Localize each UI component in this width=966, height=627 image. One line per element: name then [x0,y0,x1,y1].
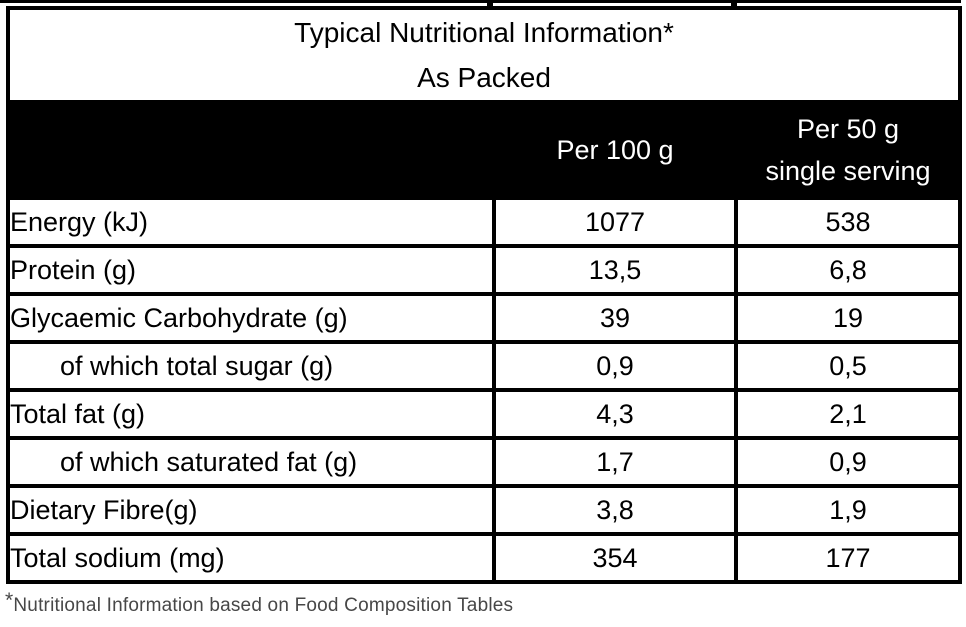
row-value-per-50g: 1,9 [733,484,963,536]
row-value-per-50g: 2,1 [733,388,963,440]
row-value-per-100g: 354 [492,532,738,584]
crop-artifact-tick [731,0,737,8]
row-value-per-100g: 13,5 [492,244,738,296]
row-label: of which saturated fat (g) [6,436,496,488]
row-label: Glycaemic Carbohydrate (g) [6,292,496,344]
row-label: Total sodium (mg) [6,532,496,584]
row-value-per-100g: 4,3 [492,388,738,440]
row-value-per-100g: 1077 [492,196,738,248]
row-label: Total fat (g) [6,388,496,440]
table-body: Energy (kJ) 1077 538 Protein (g) 13,5 6,8 Glyc… [6,196,963,584]
nutrition-table: Typical Nutritional Information* As Pack… [5,6,963,584]
row-value-per-50g: 177 [733,532,963,584]
table-row: Protein (g) 13,5 6,8 [6,244,963,296]
table-row: of which saturated fat (g) 1,7 0,9 [6,436,963,488]
row-label: Protein (g) [6,244,496,296]
table-title: Typical Nutritional Information* [294,17,674,48]
crop-artifact-tick [487,0,493,8]
table-row: Dietary Fibre(g) 3,8 1,9 [6,484,963,536]
table-title-cell: Typical Nutritional Information* As Pack… [5,6,963,104]
footnote-asterisk: * [5,589,14,612]
row-value-per-50g: 6,8 [733,244,963,296]
per-100g-label: Per 100 g [556,134,674,165]
per-50g-label-line1: Per 50 g [796,114,900,144]
footnote: *Nutritional Information based on Food C… [5,589,513,617]
table-row: Total fat (g) 4,3 2,1 [6,388,963,440]
title-row: Typical Nutritional Information* As Pack… [5,6,963,104]
row-value-per-100g: 39 [492,292,738,344]
row-value-per-100g: 3,8 [492,484,738,536]
row-label: Dietary Fibre(g) [6,484,496,536]
row-value-per-50g: 0,9 [733,436,963,488]
per-50g-label-line2: single serving [765,156,931,186]
column-header-per-100g: Per 100 g [492,100,738,200]
table-row: of which total sugar (g) 0,9 0,5 [6,340,963,392]
row-value-per-50g: 19 [733,292,963,344]
table-row: Total sodium (mg) 354 177 [6,532,963,584]
table-row: Energy (kJ) 1077 538 [6,196,963,248]
row-value-per-50g: 538 [733,196,963,248]
column-header-per-50g: Per 50 g single serving [733,100,963,200]
row-value-per-50g: 0,5 [733,340,963,392]
crop-artifact-line [0,0,961,3]
column-header-label [6,100,496,200]
table-row: Glycaemic Carbohydrate (g) 39 19 [6,292,963,344]
row-value-per-100g: 1,7 [492,436,738,488]
footnote-text: Nutritional Information based on Food Co… [13,595,514,616]
row-value-per-100g: 0,9 [492,340,738,392]
column-header-row: Per 100 g Per 50 g single serving [6,100,963,200]
row-label: Energy (kJ) [6,196,496,248]
table-subtitle: As Packed [417,62,551,93]
row-label: of which total sugar (g) [6,340,496,392]
